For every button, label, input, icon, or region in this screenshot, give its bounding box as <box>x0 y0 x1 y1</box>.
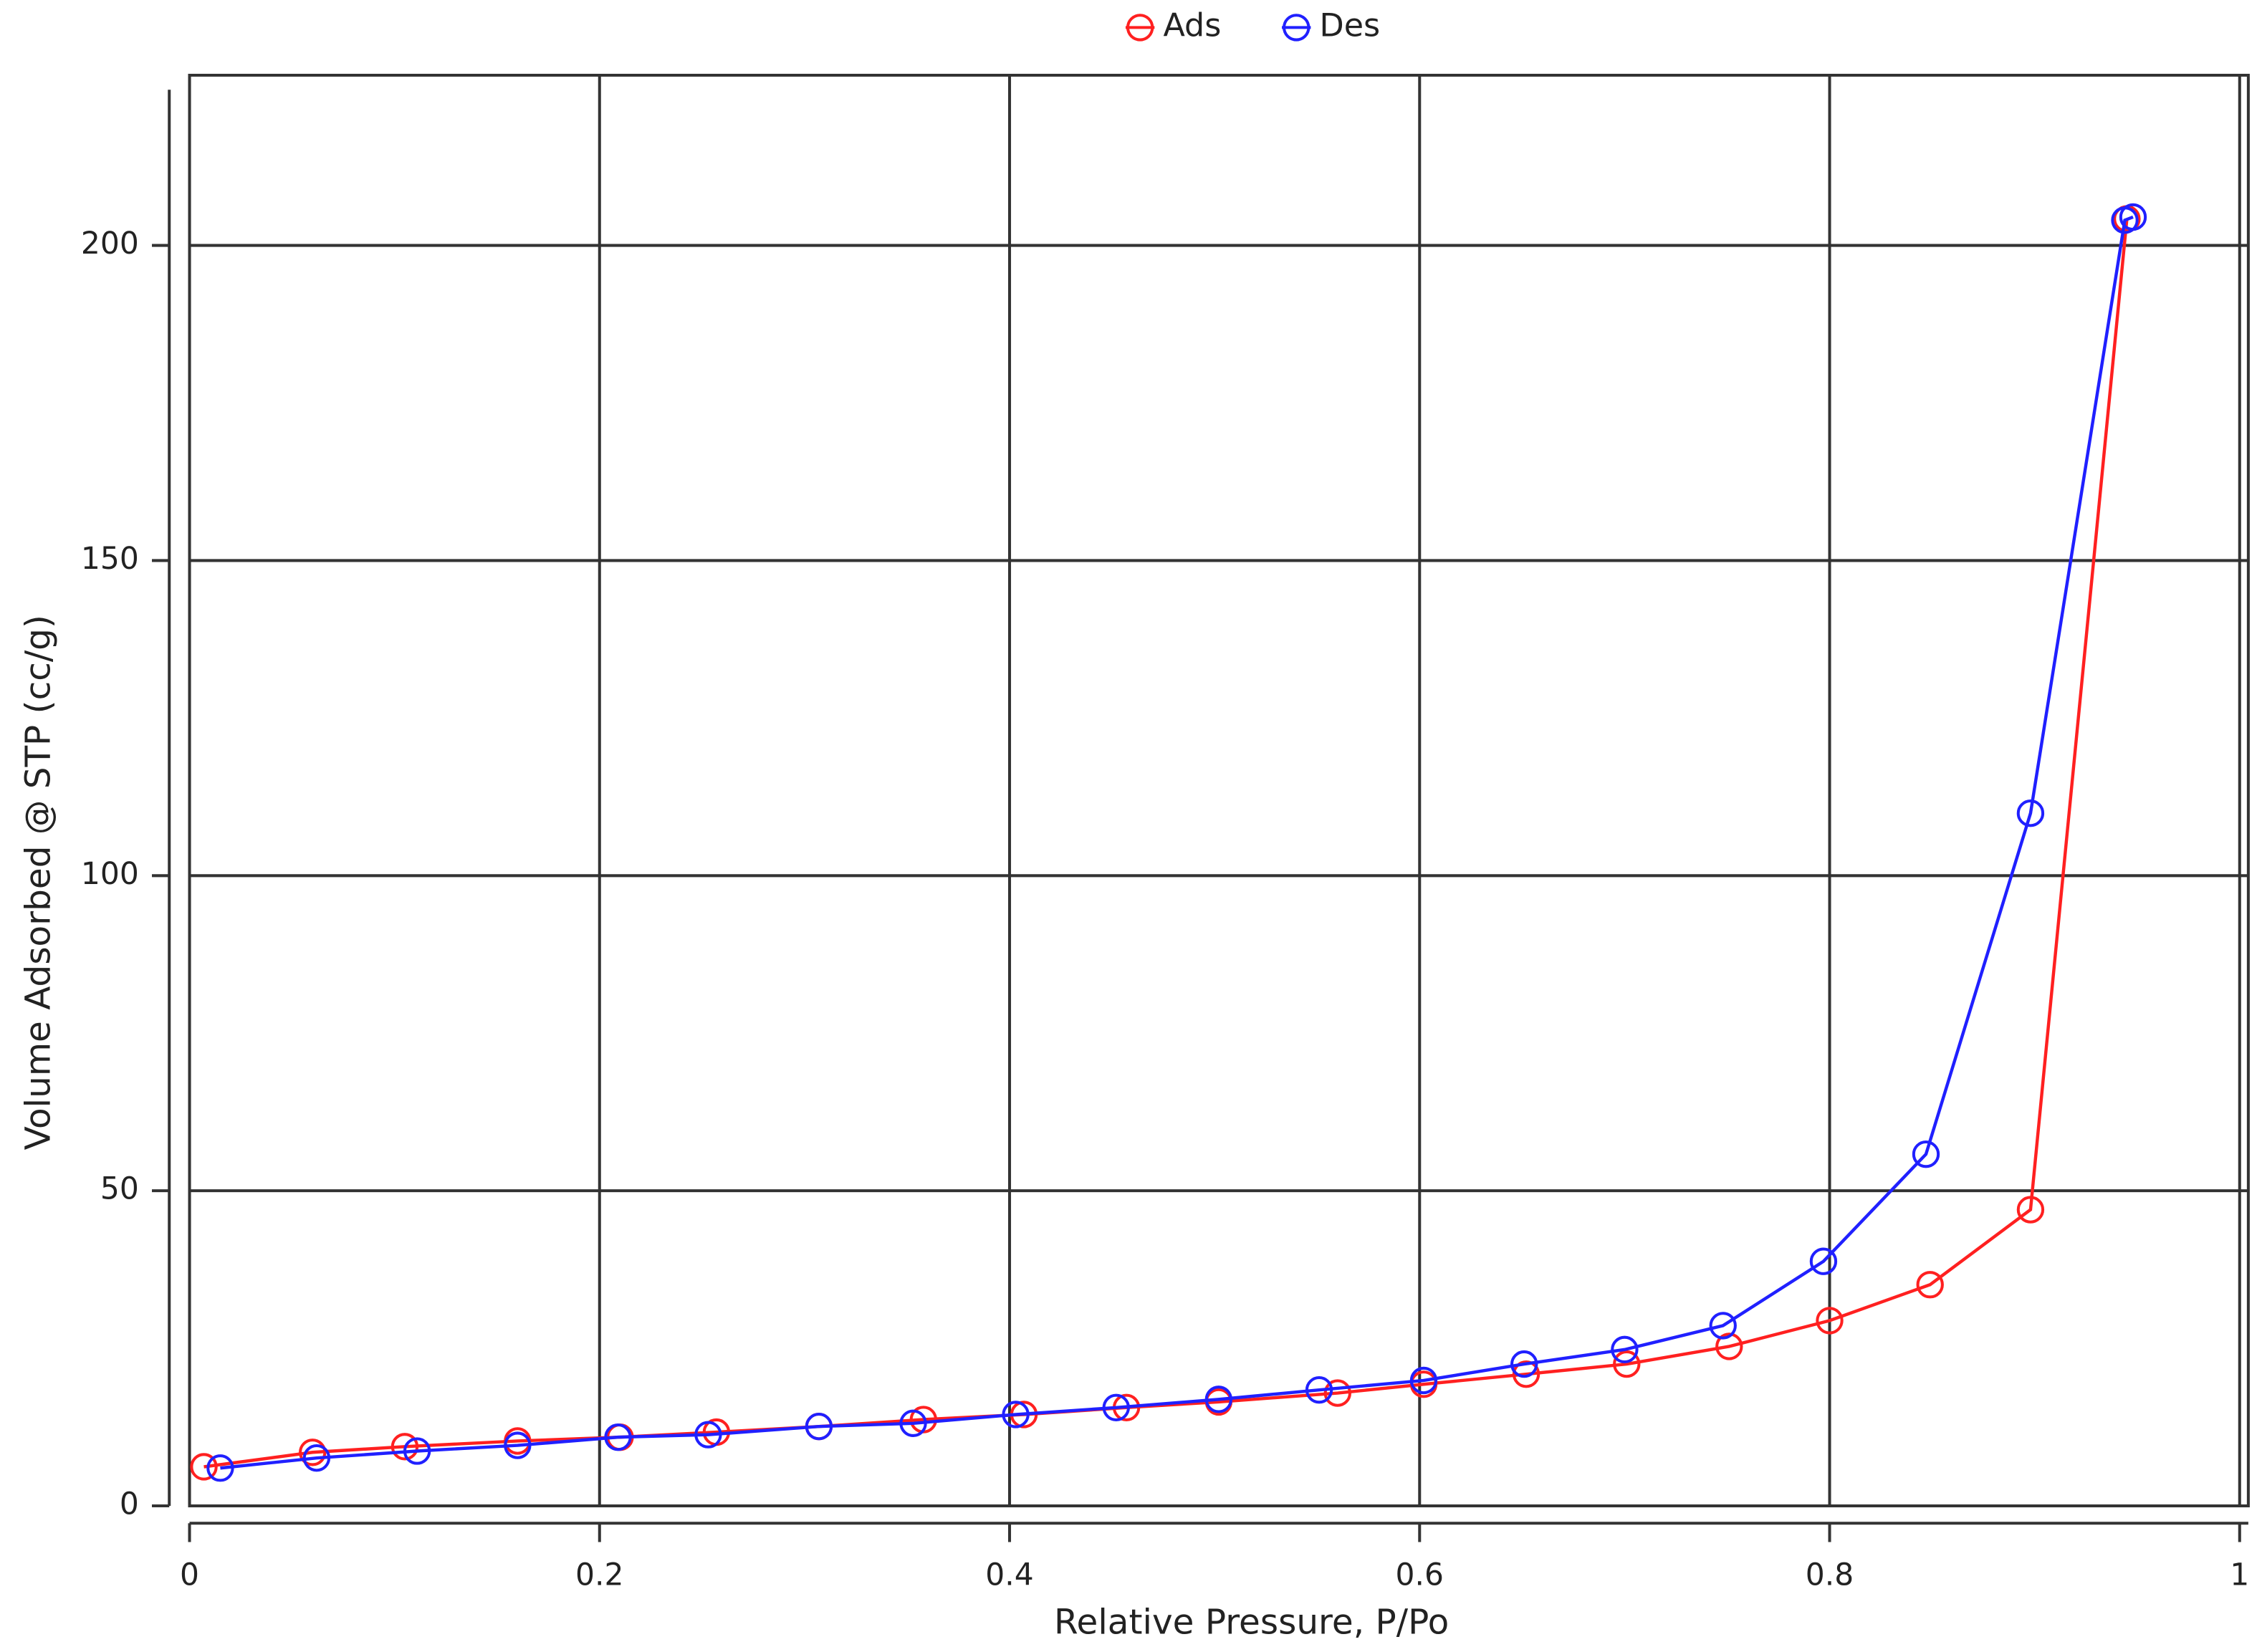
series-line <box>203 218 2129 1469</box>
data-point <box>2111 206 2139 234</box>
data-point <box>1916 1271 1944 1299</box>
data-point <box>390 1433 419 1461</box>
x-tick-label: 0.4 <box>985 1557 1033 1592</box>
data-point <box>1002 1401 1030 1428</box>
data-point <box>1709 1312 1737 1340</box>
series <box>190 205 2141 1481</box>
legend-label: Ads <box>1163 7 1221 44</box>
data-point <box>403 1437 431 1465</box>
data-point <box>1323 1379 1352 1407</box>
y-tick-label: 0 <box>120 1487 139 1522</box>
y-tick-label: 100 <box>81 856 139 891</box>
data-point <box>2016 799 2045 827</box>
legend-label: Des <box>1320 7 1381 44</box>
x-tick-label: 1 <box>2230 1557 2249 1592</box>
y-axis-label: Volume Adsorbed @ STP (cc/g) <box>19 615 59 1150</box>
data-point <box>1305 1375 1333 1404</box>
data-point <box>805 1413 833 1441</box>
data-point <box>1613 1350 1641 1378</box>
data-point <box>2016 1196 2045 1224</box>
x-tick-label: 0.2 <box>575 1557 623 1592</box>
y-tick-label: 150 <box>81 541 139 576</box>
data-point <box>1715 1332 1743 1360</box>
data-point <box>1102 1393 1130 1421</box>
data-point <box>1611 1335 1639 1364</box>
y-tick-label: 200 <box>81 226 139 261</box>
data-point <box>1512 1360 1540 1388</box>
data-point <box>899 1409 927 1437</box>
data-point <box>694 1421 722 1449</box>
data-point <box>1912 1140 1940 1168</box>
data-point <box>190 1453 218 1481</box>
data-point <box>1809 1247 1838 1275</box>
data-point <box>504 1431 532 1459</box>
data-point <box>302 1444 331 1472</box>
data-point <box>1510 1350 1538 1378</box>
y-tick-label: 50 <box>100 1171 139 1206</box>
data-point <box>604 1423 632 1451</box>
data-point <box>206 1454 234 1482</box>
data-point <box>1204 1386 1233 1413</box>
series <box>206 203 2147 1482</box>
legend: Ads Des <box>1125 7 1381 44</box>
data-point <box>299 1439 327 1466</box>
data-point <box>1409 1366 1438 1395</box>
data-point <box>1816 1307 1844 1335</box>
x-tick-label: 0.6 <box>1396 1557 1444 1592</box>
series-line <box>220 215 2134 1470</box>
x-tick-label: 0.8 <box>1806 1557 1854 1592</box>
legend-marker <box>1126 14 1154 42</box>
legend-marker <box>1283 14 1310 42</box>
x-tick-label: 0 <box>180 1557 199 1592</box>
x-axis-label: Relative Pressure, P/Po <box>1054 1603 1449 1643</box>
